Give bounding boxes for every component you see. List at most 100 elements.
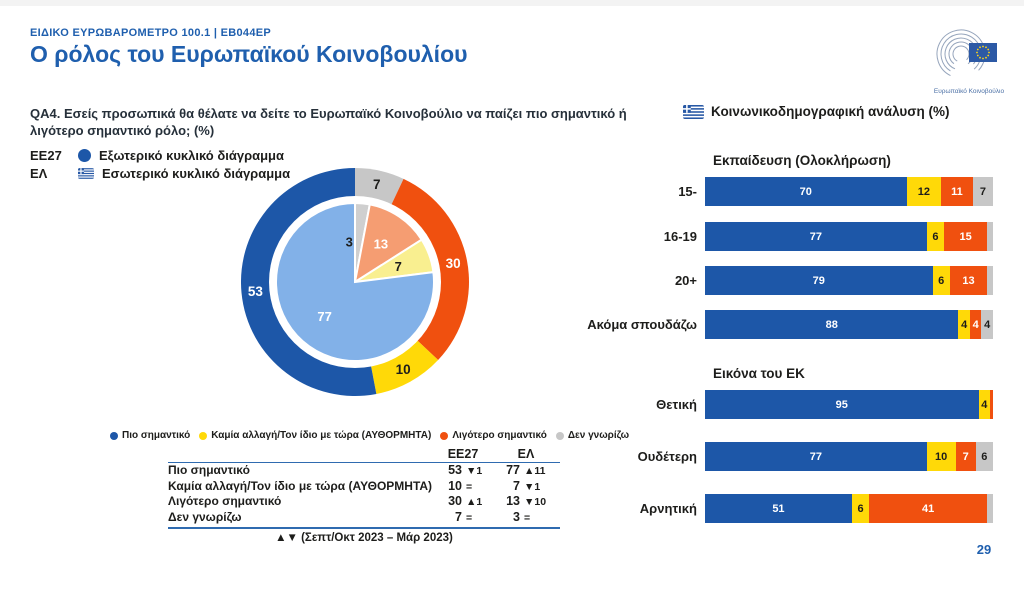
ring-legend: ΕΕ27 Εξωτερικό κυκλικό διάγραμμα ΕΛ Εσωτ…	[30, 146, 290, 182]
bar-segment: 7	[955, 442, 976, 471]
legend-item: Δεν γνωρίζω	[555, 430, 630, 441]
col-header-el: ΕΛ	[517, 447, 535, 461]
bar-segment: 6	[975, 442, 993, 471]
legend-dot-icon	[440, 431, 449, 440]
ring-legend-code: ΕΕ27	[30, 147, 62, 163]
report-eyebrow: ΕΙΔΙΚΟ ΕΥΡΩΒΑΡΟΜΕΤΡΟ 100.1 | EB044EP	[30, 27, 272, 39]
bar-category-label: Ακόμα σπουδάζω	[587, 317, 697, 332]
table-row: Πιο σημαντικό 53 ▼1 77 ▲11	[168, 463, 560, 479]
row-value: =	[466, 511, 473, 524]
bar-row: Αρνητική 51 6 41	[579, 494, 993, 523]
row-value: 13	[506, 494, 520, 508]
row-value: 7	[513, 478, 520, 493]
bar-segment	[987, 222, 993, 251]
greek-flag-icon	[683, 104, 704, 119]
bar-segment	[990, 390, 993, 419]
row-value: 10	[448, 478, 462, 493]
row-label: Καμία αλλαγή/Τον ίδιο με τώρα (ΑΥΘΟΡΜΗΤΑ…	[168, 478, 433, 493]
pie-label: 53	[248, 284, 264, 299]
legend-item: Λιγότερο σημαντικό	[440, 430, 547, 441]
change-footnote: ▲▼ (Σεπτ/Οκτ 2023 – Μάρ 2023)	[275, 532, 453, 544]
legend-dot-icon	[199, 431, 208, 440]
bar-segment: 13	[949, 266, 988, 295]
bar-category-label: Αρνητική	[639, 501, 697, 516]
results-table: ΕΕ27 ΕΛ Πιο σημαντικό 53 ▼1 77 ▲11 Καμία αλλα…	[168, 447, 560, 529]
legend-label: Λιγότερο σημαντικό	[452, 430, 547, 441]
eu-flag-icon	[969, 43, 997, 62]
row-value: 3	[513, 509, 520, 524]
bar-track: 77 10 7 6	[705, 442, 993, 471]
pie-label: 77	[317, 309, 331, 324]
pie-slice	[353, 203, 424, 285]
bar-track: 79 6 13	[705, 266, 993, 295]
ring-legend-code: ΕΛ	[30, 165, 48, 181]
bar-segment: 77	[705, 442, 927, 471]
table-row: Λιγότερο σημαντικό 30 ▲1 13 ▼10	[168, 494, 560, 510]
row-value: ▲11	[524, 465, 546, 477]
bar-group-title-ep-image: Εικόνα του ΕΚ	[713, 366, 805, 381]
sociodemo-header: Κοινωνικοδημογραφική ανάλυση (%)	[683, 104, 949, 119]
row-value: 77	[506, 463, 520, 477]
legend-dot-icon	[110, 431, 118, 440]
bar-category-label: Θετική	[656, 397, 697, 412]
bar-segment: 77	[705, 222, 927, 251]
table-row: Καμία αλλαγή/Τον ίδιο με τώρα (ΑΥΘΟΡΜΗΤΑ…	[168, 479, 560, 495]
pie-label: 13	[374, 237, 388, 252]
sociodemo-header-label: Κοινωνικοδημογραφική ανάλυση (%)	[711, 104, 950, 119]
table-header: ΕΕ27 ΕΛ	[168, 447, 560, 463]
table-row: Δεν γνωρίζω 7 = 3 =	[168, 510, 560, 526]
legend-label: Δεν γνωρίζω	[567, 430, 630, 441]
legend-item: Καμία αλλαγή/Τον ίδιο με τώρα (ΑΥΘΟΡΜΗΤΑ…	[199, 430, 431, 441]
row-value: ▼10	[524, 496, 547, 508]
legend-dot-icon	[555, 431, 564, 440]
bar-segment	[987, 266, 993, 295]
page-title: Ο ρόλος του Ευρωπαϊκού Κοινοβουλίου	[30, 41, 468, 67]
bar-category-label: 16-19	[663, 229, 697, 244]
bar-track: 77 6 15	[705, 222, 993, 251]
ring-legend-ee27: ΕΕ27 Εξωτερικό κυκλικό διάγραμμα	[30, 146, 290, 164]
bar-track: 95 4	[705, 390, 993, 419]
legend-label: Πιο σημαντικό	[122, 430, 191, 441]
ep-logo: Ευρωπαϊκό Κοινοβούλιο	[926, 28, 1012, 95]
bar-segment: 70	[705, 177, 907, 206]
bar-segment	[987, 494, 993, 523]
bar-group-title-education: Εκπαίδευση (Ολοκλήρωση)	[713, 153, 891, 168]
bar-row: Ουδέτερη 77 10 7 6	[579, 442, 993, 471]
bar-track: 88 4 4 4	[705, 310, 993, 339]
ring-legend-el: ΕΛ Εσωτερικό κυκλικό διάγραμμα	[30, 164, 290, 182]
question-text: QA4. Εσείς προσωπικά θα θέλατε να δείτε …	[30, 106, 627, 138]
row-value: 7	[455, 509, 462, 524]
row-value: 30	[448, 494, 462, 508]
bar-category-label: Ουδέτερη	[637, 449, 697, 464]
bar-row: Ακόμα σπουδάζω 88 4 4 4	[579, 310, 993, 339]
bar-segment: 4	[981, 310, 993, 339]
bar-segment: 11	[941, 177, 973, 206]
bar-category-label: 20+	[674, 273, 697, 288]
bar-category-label: 15-	[678, 184, 697, 199]
table-bottom-rule	[168, 527, 560, 529]
bar-segment: 6	[932, 266, 950, 295]
pie-label: 30	[446, 256, 461, 271]
bar-track: 51 6 41	[705, 494, 993, 523]
row-value: =	[524, 511, 531, 524]
bar-segment: 6	[926, 222, 945, 251]
col-header-ee27: ΕΕ27	[447, 447, 479, 461]
row-value: ▼1	[524, 480, 541, 493]
bar-segment: 15	[944, 222, 988, 251]
top-edge	[0, 0, 1024, 6]
bar-segment: 6	[851, 494, 870, 523]
bar-segment: 79	[705, 266, 933, 295]
row-label: Πιο σημαντικό	[168, 463, 250, 477]
pie-label: 3	[346, 235, 353, 250]
bar-segment: 12	[906, 177, 942, 206]
bar-segment: 4	[978, 390, 991, 419]
bar-segment: 41	[869, 494, 988, 523]
bar-segment: 51	[705, 494, 852, 523]
bar-segment: 4	[958, 310, 970, 339]
bar-row: 20+ 79 6 13	[579, 266, 993, 295]
row-label: Δεν γνωρίζω	[168, 509, 242, 524]
row-value: =	[466, 480, 473, 493]
bar-track: 70 12 11 7	[705, 177, 993, 206]
